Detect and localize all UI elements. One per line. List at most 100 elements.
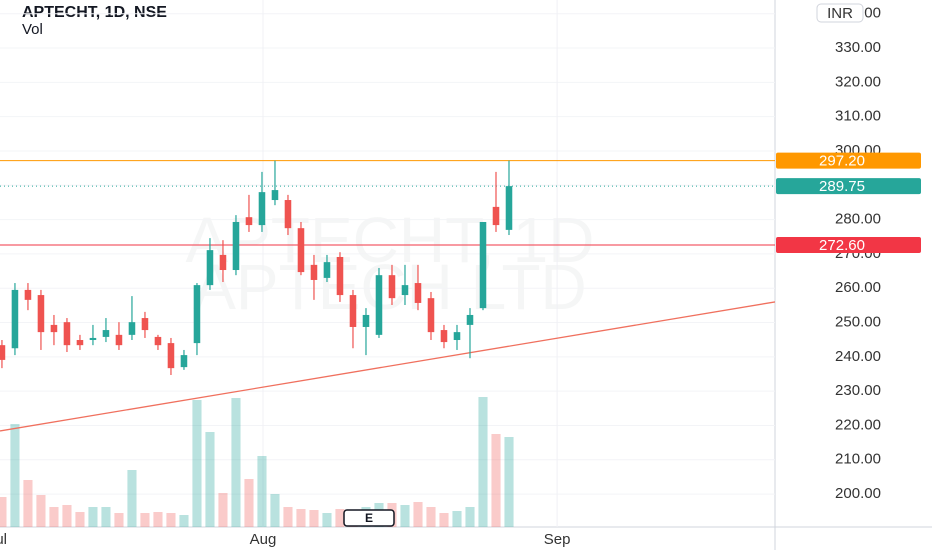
volume-bar [10, 424, 20, 527]
candle-body [323, 262, 331, 278]
volume-bar [49, 507, 59, 527]
price-label-bg [776, 178, 921, 195]
candle-body [115, 334, 123, 346]
volume-bar [257, 456, 267, 527]
candle-body [453, 332, 461, 341]
candle-body [219, 254, 227, 271]
candle-body [401, 285, 409, 296]
currency-label: INR [827, 5, 853, 22]
y-tick-label: 200.00 [835, 485, 881, 502]
y-tick-label: 240.00 [835, 348, 881, 365]
candle-body [167, 343, 175, 369]
chart-title: APTECHT, 1D, NSE [22, 4, 167, 21]
candle-body [479, 221, 487, 309]
candle-body [232, 221, 240, 271]
candle-body [271, 190, 279, 201]
volume-bar [88, 507, 98, 527]
volume-bar [400, 505, 410, 527]
event-marker: E [365, 511, 373, 525]
volume-bar [101, 507, 111, 527]
candle-body [440, 330, 448, 343]
candle-body [284, 200, 292, 229]
y-tick-label: 220.00 [835, 416, 881, 433]
volume-bar [335, 509, 345, 527]
x-tick-label: Sep [544, 531, 571, 548]
candle-body [24, 289, 32, 300]
candle-body [362, 314, 370, 327]
volume-bar [231, 398, 241, 527]
currency-badge [816, 3, 864, 23]
volume-bar [296, 509, 306, 527]
candle-body [427, 298, 435, 333]
candle-body [180, 355, 188, 368]
volume-bar [439, 513, 449, 527]
trend-line [0, 301, 775, 432]
y-tick-label: 310.00 [835, 108, 881, 125]
volume-bar [504, 437, 514, 527]
volume-bar [0, 497, 7, 527]
volume-bar [127, 470, 137, 527]
candle-body [76, 340, 84, 346]
y-tick-label: 280.00 [835, 211, 881, 228]
y-tick-label: 330.00 [835, 39, 881, 56]
candle-body [89, 337, 97, 341]
watermark-group: APTECHT, 1D APTECH LTD [186, 204, 595, 323]
volume-bar [75, 512, 85, 527]
volume-bar [309, 510, 319, 527]
volume-bar [192, 400, 202, 527]
event-marker-box [343, 509, 395, 527]
price-label-bg [776, 236, 921, 253]
x-tick-label: Aug [250, 531, 277, 548]
price-label: 289.75 [819, 178, 865, 195]
price-label-bg [776, 152, 921, 169]
volume-label: Vol [22, 21, 43, 38]
candle-body [297, 228, 305, 273]
volume-bar [465, 507, 475, 527]
candle-body [141, 318, 149, 331]
candle-body [206, 250, 214, 286]
candle-body [128, 322, 136, 335]
y-tick-label: 210.00 [835, 451, 881, 468]
volume-bar [322, 513, 332, 527]
volume-bar [140, 513, 150, 527]
volume-bar [114, 513, 124, 527]
candle-body [11, 289, 19, 349]
candle-body [505, 186, 513, 230]
volume-bar [205, 432, 215, 527]
volume-bar [218, 493, 228, 527]
candle-body [193, 285, 201, 344]
candle-body [466, 314, 474, 325]
candle-body [310, 264, 318, 280]
y-tick-label: 230.00 [835, 382, 881, 399]
y-tick-label: 250.00 [835, 313, 881, 330]
volume-bar [166, 513, 176, 527]
volume-bar [179, 515, 189, 527]
volume-bar [283, 507, 293, 527]
watermark: APTECHT, 1D [186, 204, 595, 276]
candle-body [245, 217, 253, 226]
volume-bar [23, 480, 33, 527]
y-tick-label: 260.00 [835, 279, 881, 296]
volume-bar [36, 495, 46, 527]
candle-body [50, 324, 58, 333]
candle-body [102, 330, 110, 337]
volume-bar [244, 479, 254, 527]
candle-body [388, 275, 396, 299]
price-label: 272.60 [819, 237, 865, 254]
volume-bar [62, 505, 72, 527]
volume-bar [270, 494, 280, 527]
candle-body [154, 336, 162, 346]
x-tick-label: Jul [0, 531, 7, 548]
candle-body [63, 322, 71, 346]
candle-body [336, 256, 344, 296]
candle-body [37, 295, 45, 333]
volume-bar [153, 512, 163, 527]
price-label: 297.20 [819, 153, 865, 170]
candle-body [414, 283, 422, 303]
volume-bar [413, 502, 423, 527]
candle-body [492, 206, 500, 226]
candle-body [258, 192, 266, 226]
